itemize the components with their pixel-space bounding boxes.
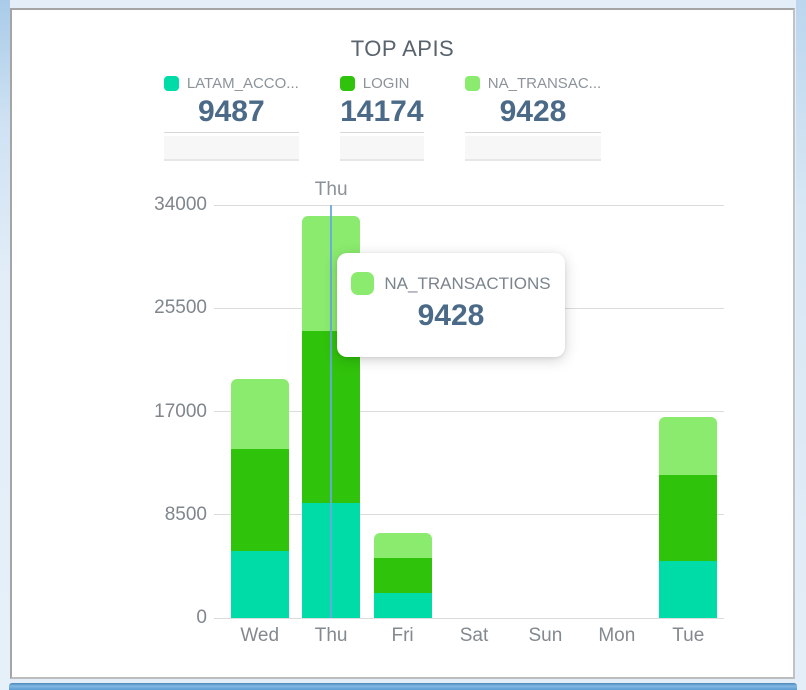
legend-head: LATAM_ACCO...: [163, 72, 299, 94]
x-tick-label-fri: Fri: [391, 625, 414, 646]
bar-fri-segment-0[interactable]: [373, 593, 432, 618]
y-tick-label-0: 0: [196, 607, 207, 628]
legend-item-latam-accounts[interactable]: LATAM_ACCO... 9487: [163, 72, 299, 161]
legend-divider: [464, 132, 602, 133]
bar-tue-segment-0[interactable]: [659, 560, 718, 618]
legend-sparkline-placeholder: [464, 136, 602, 161]
bar-tue-segment-2[interactable]: [659, 416, 718, 475]
x-tick-label-wed: Wed: [240, 625, 280, 646]
bar-fri-segment-2[interactable]: [373, 532, 432, 558]
chart-tooltip: NA_TRANSACTIONS 9428: [337, 253, 565, 357]
legend-value: 14174: [340, 95, 424, 128]
legend-label: LOGIN: [362, 74, 410, 92]
tooltip-series-swatch-icon: [351, 272, 375, 295]
x-tick-label-sun: Sun: [528, 625, 563, 646]
legend-divider: [163, 132, 299, 133]
y-tick-label-17000: 17000: [154, 400, 207, 422]
x-tick-label-sat: Sat: [459, 625, 489, 646]
gridline-34000: [214, 204, 724, 206]
na-transactions-swatch-icon: [464, 75, 480, 91]
page-left-margin: [0, 0, 10, 690]
legend-sparkline-placeholder: [339, 136, 424, 161]
legend-sparkline-placeholder: [163, 136, 299, 161]
legend-divider: [339, 132, 424, 133]
legend-label: NA_TRANSAC...: [487, 74, 602, 92]
latam-accounts-swatch-icon: [163, 75, 179, 91]
plot-area[interactable]: Thu NA_TRANSACTIONS 9428 0 8500 17000 25500…: [154, 179, 724, 646]
bar-wed-segment-0[interactable]: [230, 551, 289, 618]
x-tick-label-thu: Thu: [314, 625, 348, 646]
x-tick-label-mon: Mon: [598, 625, 636, 646]
legend-value: 9487: [197, 95, 265, 128]
gridline-0: [214, 617, 724, 619]
hovered-category-label: Thu: [314, 179, 348, 200]
legend-item-na-transactions[interactable]: NA_TRANSAC... 9428: [464, 72, 602, 161]
x-tick-label-tue: Tue: [672, 625, 705, 646]
legend-label: LATAM_ACCO...: [186, 74, 299, 92]
legend-head: LOGIN: [339, 72, 424, 94]
top-apis-widget: TOP APIS LATAM_ACCO... 9487 LOGIN 14174 …: [10, 8, 795, 679]
chart-title: TOP APIS: [350, 36, 455, 61]
legend-item-login[interactable]: LOGIN 14174: [339, 72, 424, 161]
gridline-17000: [214, 411, 724, 412]
login-swatch-icon: [339, 75, 355, 91]
gridline-8500: [214, 514, 724, 516]
legend-head: NA_TRANSAC...: [464, 72, 602, 94]
bar-tue-segment-1[interactable]: [659, 474, 718, 561]
y-tick-label-25500: 25500: [154, 297, 207, 319]
y-tick-label-34000: 34000: [154, 194, 207, 215]
tooltip-header: NA_TRANSACTIONS: [351, 272, 551, 295]
hover-crosshair-line: [330, 205, 333, 618]
bar-fri-segment-1[interactable]: [373, 557, 432, 594]
legend-value: 9428: [499, 95, 567, 128]
bar-wed-segment-1[interactable]: [230, 449, 289, 552]
tooltip-series-name: NA_TRANSACTIONS: [384, 273, 551, 293]
bar-wed-segment-2[interactable]: [230, 379, 289, 450]
next-widget-top-edge: [9, 683, 797, 690]
page-right-margin: [796, 0, 806, 690]
chart-legend: LATAM_ACCO... 9487 LOGIN 14174 NA_TRANSA…: [12, 72, 793, 161]
tooltip-value: 9428: [417, 299, 485, 332]
y-tick-label-8500: 8500: [164, 503, 207, 525]
